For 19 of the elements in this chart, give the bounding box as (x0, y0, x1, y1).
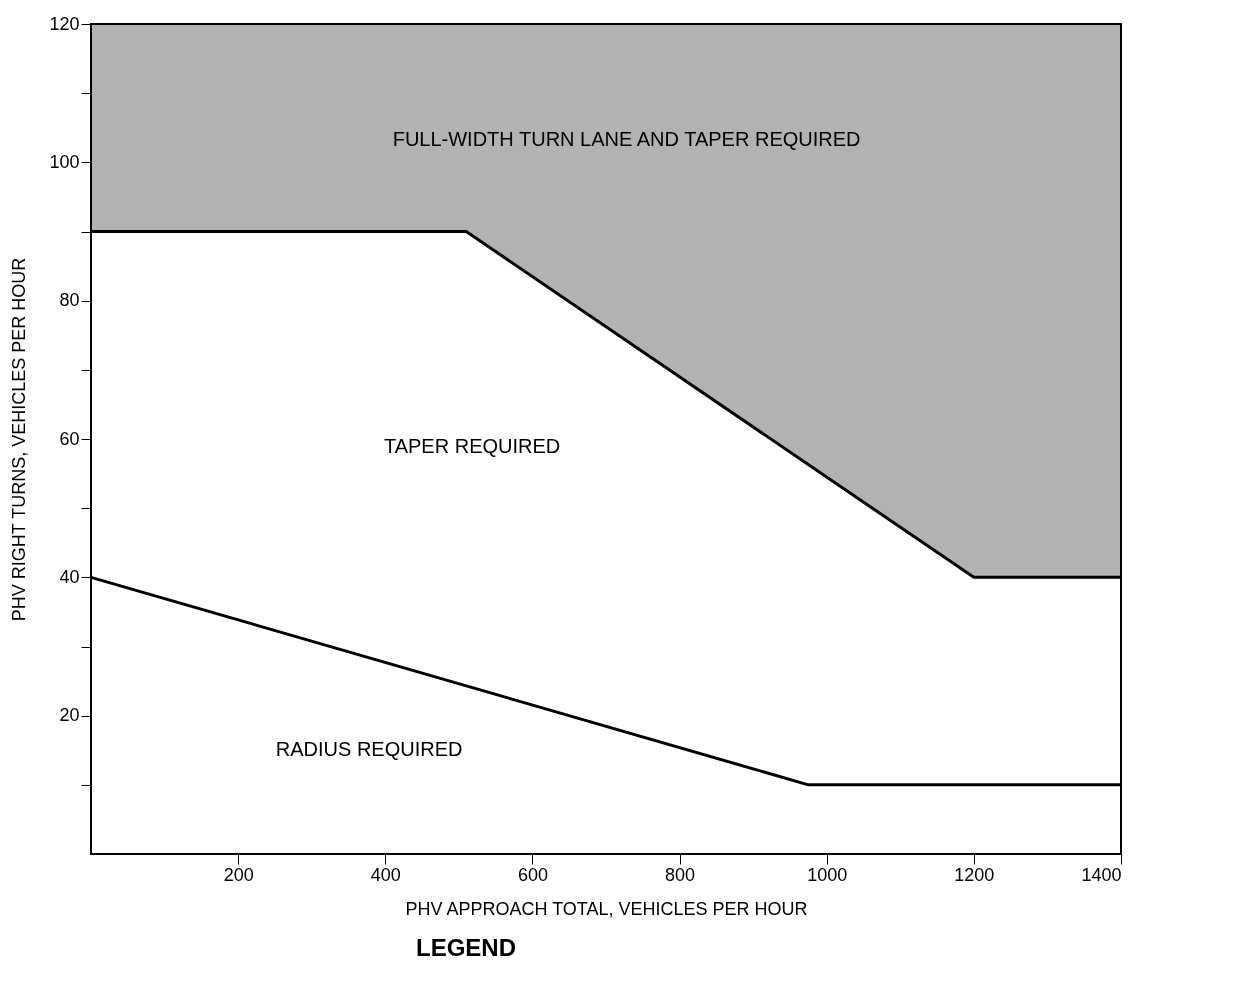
y-tick-label: 60 (59, 428, 80, 449)
x-tick-label: 400 (370, 864, 401, 885)
y-tick-label: 80 (59, 290, 80, 311)
x-axis-title: PHV APPROACH TOTAL, VEHICLES PER HOUR (405, 898, 808, 919)
annotation: RADIUS REQUIRED (275, 738, 463, 761)
y-tick-label: 20 (59, 705, 80, 726)
annotation: FULL-WIDTH TURN LANE AND TAPER REQUIRED (392, 128, 861, 151)
y-tick-label: 40 (59, 566, 80, 587)
y-tick-label: 100 (49, 151, 80, 172)
text: LEGEND (415, 934, 517, 961)
x-tick-label: 1200 (954, 864, 995, 885)
x-tick-label: 1000 (807, 864, 848, 885)
x-tick-label: 800 (665, 864, 696, 885)
y-axis-title: PHV RIGHT TURNS, VEHICLES PER HOUR (9, 257, 30, 622)
x-tick-label: 600 (517, 864, 548, 885)
x-tick-label: 200 (223, 864, 254, 885)
y-tick-label: 120 (49, 13, 80, 34)
annotation: TAPER REQUIRED (383, 435, 561, 458)
x-tick-label: 1400 (1081, 864, 1122, 885)
